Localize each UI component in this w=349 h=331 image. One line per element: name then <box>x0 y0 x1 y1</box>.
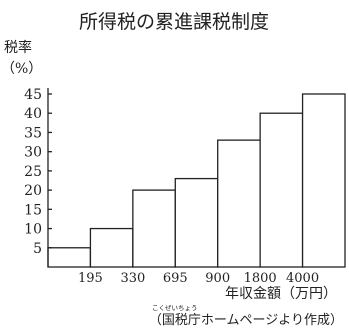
bar-bracket-6 <box>259 112 304 268</box>
y-tick-label: 35 <box>24 125 42 141</box>
y-tick-label: 10 <box>24 222 42 238</box>
y-tick-label: 5 <box>33 241 42 257</box>
bar-bracket-5 <box>217 139 261 268</box>
y-tick-label: 45 <box>24 87 42 103</box>
y-axis-label: 税率 <box>4 39 32 56</box>
y-ticks-group: 5 10 15 20 25 30 35 40 45 <box>24 87 52 257</box>
bar-bracket-4 <box>174 177 219 268</box>
bar-bracket-1 <box>47 247 92 268</box>
x-tick-label: 900 <box>205 271 230 286</box>
x-axis-label: 年収金額（万円） <box>225 286 337 302</box>
bars-group <box>47 88 346 268</box>
x-tick-label: 695 <box>163 271 188 286</box>
x-tick-label: 1800 <box>244 271 277 286</box>
bar-bracket-3 <box>132 189 176 268</box>
x-tick-label: 4000 <box>286 271 319 286</box>
x-ticks-group: 195 330 695 900 1800 4000 <box>78 271 319 286</box>
y-tick-label: 15 <box>24 202 42 218</box>
y-tick-label: 40 <box>24 106 42 122</box>
x-tick-label: 195 <box>78 271 103 286</box>
y-axis-unit: （%） <box>1 61 42 77</box>
chart-title: 所得税の累進課税制度 <box>79 11 269 33</box>
source-ruby: こくぜいちょう <box>152 304 198 312</box>
bar-bracket-7 <box>301 93 346 268</box>
y-tick-label: 25 <box>24 164 42 180</box>
bar-bracket-2 <box>89 227 134 268</box>
source-note: （国税庁ホームページより作成） <box>149 313 343 328</box>
y-tick-label: 30 <box>24 145 42 161</box>
x-tick-label: 330 <box>120 271 145 286</box>
y-tick-label: 20 <box>24 183 42 199</box>
